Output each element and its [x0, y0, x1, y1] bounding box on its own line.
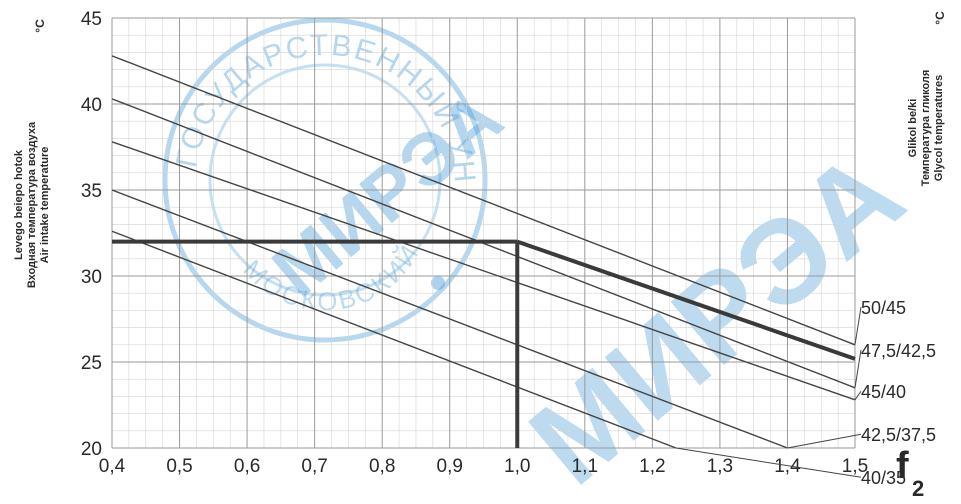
x-tick-label: 0,5 [166, 456, 192, 477]
watermark-seal-inner-ring [208, 63, 442, 297]
x-tick-label: 1,2 [639, 456, 665, 477]
y-tick-label: 25 [81, 353, 102, 374]
series-line-3 [111, 141, 856, 401]
series-line-5 [111, 230, 677, 449]
x-tick-label: 1,3 [707, 456, 733, 477]
right-axis-title-line-3: Glycol temperatures [933, 75, 945, 181]
y-axis-title-line-1: Levego beiepo hotok [13, 149, 25, 260]
series-labels: 50/45 47,5/42,5 45/40 42,5/37,5 40/35 [675, 298, 936, 488]
x-tick-label: 1,0 [504, 456, 530, 477]
series-line-4 [111, 189, 788, 449]
y-axis-title-line-3: Air intake temperature [39, 147, 51, 264]
example-marker [112, 239, 856, 448]
x-tick-label: 1,5 [842, 456, 868, 477]
x-axis-title-subscript: 2 [912, 476, 924, 499]
y-axis-title: Levego beiepo hotok Входная температура … [13, 121, 51, 288]
y-tick-label: 30 [81, 267, 102, 288]
x-tick-label: 0,6 [234, 456, 260, 477]
right-axis-unit: °C [933, 11, 947, 25]
series-label-tick [675, 447, 862, 478]
series-label-tick [854, 349, 862, 388]
y-tick-label: 20 [81, 439, 102, 460]
watermark-seal-outer-ring [162, 17, 488, 343]
watermark: ГОСУДАРСТВЕННЫЙ УНИВЕРСИТЕТ МОСКОВСКИЙ М… [0, 0, 927, 504]
series-label: 47,5/42,5 [861, 341, 936, 361]
x-tick-label: 0,9 [437, 456, 463, 477]
y-axis-unit: °C [33, 19, 47, 33]
right-axis-title-line-2: Температура гликоля [920, 70, 932, 187]
x-tick-label: 0,4 [99, 456, 126, 477]
series-line-1 [111, 55, 856, 346]
watermark-dot [431, 276, 445, 290]
y-tick-label: 45 [81, 9, 102, 30]
y-tick-label: 35 [81, 181, 102, 202]
example-highlight-line [516, 239, 856, 361]
x-tick-label: 1,4 [774, 456, 801, 477]
tick-labels: 0,4 0,5 0,6 0,7 0,8 0,9 1,0 1,1 1,2 1,3 1,4 1,5 20 25… [81, 9, 868, 477]
series-label-tick [787, 433, 862, 449]
x-tick-label: 0,8 [369, 456, 395, 477]
series-label: 42,5/37,5 [861, 425, 936, 445]
y-tick-label: 40 [81, 95, 102, 116]
x-tick-label: 0,7 [301, 456, 327, 477]
x-tick-label: 1,1 [572, 456, 598, 477]
grid [111, 17, 856, 449]
y-axis-title-line-2: Входная температура воздуха [26, 121, 38, 288]
series-label-tick [854, 306, 862, 345]
series-label-tick [854, 390, 862, 401]
series-label: 45/40 [861, 382, 906, 402]
x-axis-title: f [896, 445, 909, 487]
series-label: 40/35 [861, 468, 906, 488]
right-axis-title: Glikol be/ki Температура гликоля Glycol … [907, 70, 945, 187]
right-axis-title-line-1: Glikol be/ki [907, 99, 919, 158]
series-label: 50/45 [861, 298, 906, 318]
